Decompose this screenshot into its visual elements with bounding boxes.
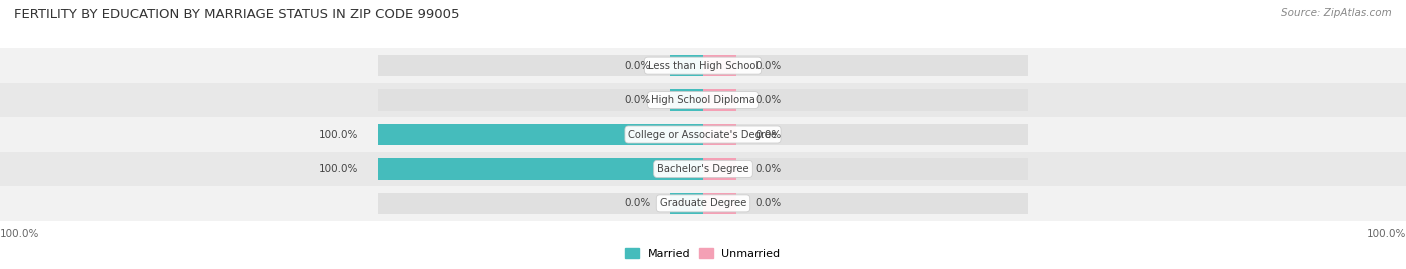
Bar xyxy=(378,89,703,111)
Bar xyxy=(703,89,735,111)
Text: 0.0%: 0.0% xyxy=(755,164,782,174)
Bar xyxy=(703,55,1028,76)
Text: 0.0%: 0.0% xyxy=(755,198,782,208)
Text: Bachelor's Degree: Bachelor's Degree xyxy=(657,164,749,174)
Text: 100.0%: 100.0% xyxy=(319,164,359,174)
Bar xyxy=(378,124,703,145)
Bar xyxy=(0,48,1406,83)
Bar xyxy=(703,193,735,214)
Text: 0.0%: 0.0% xyxy=(624,61,651,71)
Bar xyxy=(703,89,1028,111)
Bar xyxy=(671,55,703,76)
Bar xyxy=(0,152,1406,186)
Bar xyxy=(378,158,703,180)
Bar xyxy=(0,186,1406,221)
Bar xyxy=(703,124,735,145)
Bar xyxy=(0,117,1406,152)
Bar xyxy=(703,158,1028,180)
Bar xyxy=(378,124,703,145)
Text: 0.0%: 0.0% xyxy=(624,95,651,105)
Text: Less than High School: Less than High School xyxy=(648,61,758,71)
Bar xyxy=(378,193,703,214)
Bar xyxy=(703,55,735,76)
Bar xyxy=(671,193,703,214)
Legend: Married, Unmarried: Married, Unmarried xyxy=(621,243,785,263)
Bar xyxy=(378,158,703,180)
Bar xyxy=(671,89,703,111)
Bar xyxy=(378,55,703,76)
Text: 0.0%: 0.0% xyxy=(624,198,651,208)
Text: High School Diploma: High School Diploma xyxy=(651,95,755,105)
Text: FERTILITY BY EDUCATION BY MARRIAGE STATUS IN ZIP CODE 99005: FERTILITY BY EDUCATION BY MARRIAGE STATU… xyxy=(14,8,460,21)
Text: College or Associate's Degree: College or Associate's Degree xyxy=(628,129,778,140)
Bar xyxy=(703,158,735,180)
Text: Source: ZipAtlas.com: Source: ZipAtlas.com xyxy=(1281,8,1392,18)
Text: Graduate Degree: Graduate Degree xyxy=(659,198,747,208)
Bar xyxy=(703,193,1028,214)
Text: 100.0%: 100.0% xyxy=(1367,229,1406,239)
Bar xyxy=(703,124,1028,145)
Text: 0.0%: 0.0% xyxy=(755,95,782,105)
Text: 0.0%: 0.0% xyxy=(755,129,782,140)
Bar xyxy=(0,83,1406,117)
Text: 100.0%: 100.0% xyxy=(0,229,39,239)
Text: 0.0%: 0.0% xyxy=(755,61,782,71)
Text: 100.0%: 100.0% xyxy=(319,129,359,140)
